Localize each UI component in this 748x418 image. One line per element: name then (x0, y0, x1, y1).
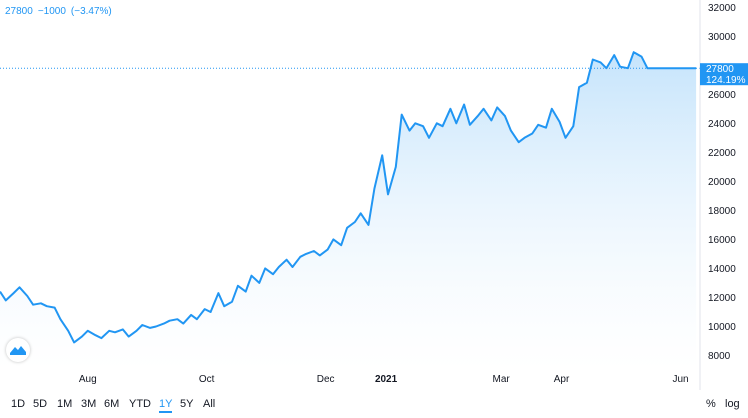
y-tick-label: 22000 (708, 148, 736, 159)
range-button-1y[interactable]: 1Y (159, 398, 173, 413)
x-tick-label: Mar (492, 374, 510, 385)
x-tick-label: Apr (554, 374, 570, 385)
range-button-1d[interactable]: 1D (11, 398, 26, 410)
price-tag: 27800 124.19% (700, 63, 748, 86)
price-chart[interactable]: 8000 10000 12000 14000 16000 18000 20000 22000 2… (0, 0, 748, 390)
x-tick-label: 2021 (375, 374, 398, 385)
range-button-ytd[interactable]: YTD (129, 398, 151, 410)
price-tag-value: 27800 (706, 64, 734, 75)
range-button-5y[interactable]: 5Y (180, 398, 194, 410)
y-tick-label: 24000 (708, 119, 736, 130)
x-tick-label: Dec (317, 374, 335, 385)
y-tick-label: 32000 (708, 3, 736, 14)
time-range-bar: 1D 5D 1M 3M 6M YTD 1Y 5Y All % log (0, 390, 748, 418)
x-tick-label: Oct (199, 374, 215, 385)
log-scale-toggle[interactable]: log (725, 398, 740, 410)
current-price: 27800 (5, 6, 33, 17)
y-tick-label: 16000 (708, 235, 736, 246)
tradingview-logo-button[interactable] (6, 338, 30, 362)
y-tick-label: 26000 (708, 90, 736, 101)
y-tick-label: 20000 (708, 177, 736, 188)
range-button-3m[interactable]: 3M (81, 398, 97, 410)
price-area-fill (0, 52, 697, 370)
range-button-5d[interactable]: 5D (33, 398, 48, 410)
range-button-1m[interactable]: 1M (57, 398, 73, 410)
x-tick-label: Aug (79, 374, 97, 385)
percent-scale-toggle[interactable]: % (706, 398, 716, 410)
y-tick-label: 10000 (708, 322, 736, 333)
price-tag-percent: 124.19% (706, 75, 746, 86)
y-tick-label: 14000 (708, 264, 736, 275)
x-tick-label: Jun (672, 374, 688, 385)
price-change-percent: (−3.47%) (70, 6, 112, 17)
y-tick-label: 12000 (708, 293, 736, 304)
price-line (0, 51, 697, 344)
y-tick-label: 18000 (708, 206, 736, 217)
y-tick-label: 8000 (708, 351, 731, 362)
range-button-6m[interactable]: 6M (104, 398, 120, 410)
range-button-all[interactable]: All (203, 398, 216, 410)
tradingview-logo-icon (10, 346, 26, 355)
price-change: −1000 (37, 6, 66, 17)
y-tick-label: 30000 (708, 32, 736, 43)
price-quote-header: 27800 −1000 (−3.47%) (5, 6, 117, 17)
